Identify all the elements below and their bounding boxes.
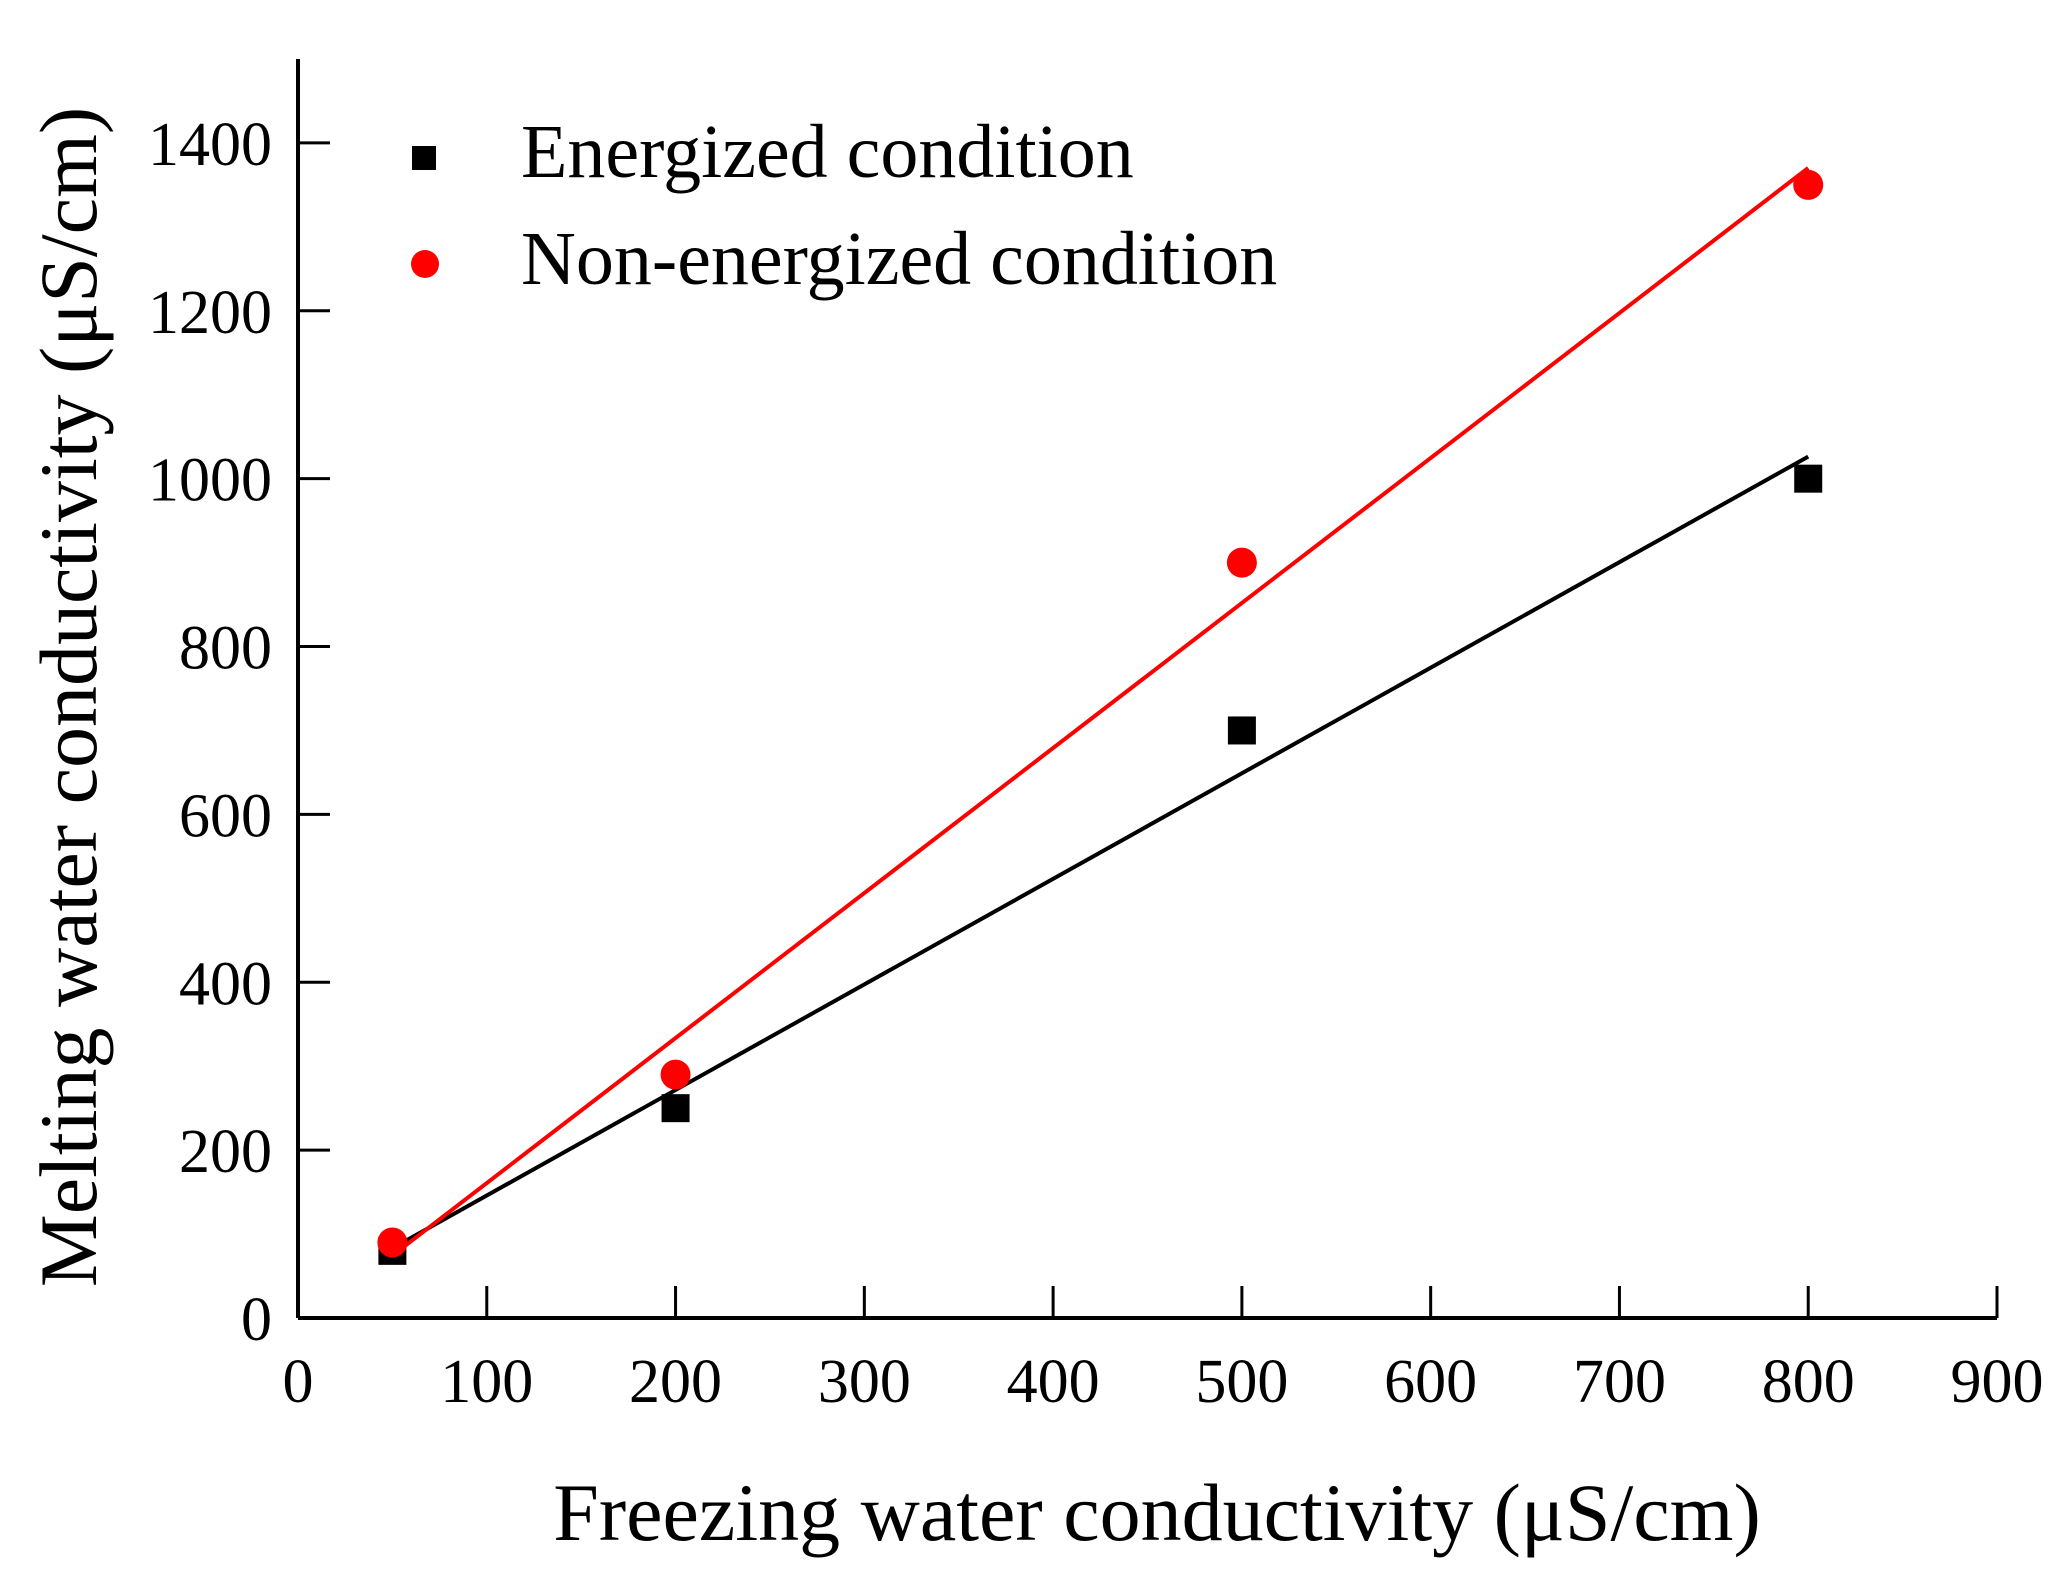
legend-marker-energized — [412, 146, 436, 170]
data-point-non-energized — [1793, 169, 1824, 200]
x-tick-label: 200 — [629, 1348, 722, 1416]
fit-lines — [391, 166, 1810, 1258]
fit-line-non-energized — [391, 166, 1810, 1258]
data-point-non-energized — [377, 1227, 408, 1258]
data-point-energized — [1794, 464, 1823, 493]
data-point-energized — [661, 1094, 690, 1123]
y-tick-label: 1000 — [148, 447, 272, 515]
data-point-non-energized — [660, 1059, 691, 1090]
x-tick-label: 900 — [1951, 1348, 2044, 1416]
x-tick-label: 500 — [1195, 1348, 1288, 1416]
x-tick-label: 300 — [818, 1348, 911, 1416]
data-points — [377, 169, 1824, 1265]
x-tick-label: 100 — [440, 1348, 533, 1416]
data-point-non-energized — [1226, 547, 1257, 578]
y-ticks: 0 200 400 600 800 1000 1200 1400 — [148, 111, 330, 1354]
y-tick-label: 1200 — [148, 279, 272, 347]
y-tick-label: 1400 — [148, 111, 272, 179]
legend-marker-non-energized — [411, 250, 439, 278]
x-tick-label: 800 — [1762, 1348, 1855, 1416]
y-tick-label: 200 — [179, 1118, 272, 1186]
x-tick-label: 600 — [1384, 1348, 1477, 1416]
axes — [296, 59, 1997, 1320]
y-tick-label: 800 — [179, 615, 272, 683]
x-ticks: 0 100 200 300 400 500 600 700 800 900 — [283, 1286, 2044, 1416]
x-tick-label: 400 — [1007, 1348, 1100, 1416]
y-tick-label: 0 — [241, 1286, 272, 1354]
fit-line-energized — [391, 454, 1810, 1251]
legend: Energized condition Non-energized condit… — [411, 110, 1277, 301]
legend-label-energized: Energized condition — [521, 110, 1134, 194]
x-tick-label: 700 — [1573, 1348, 1666, 1416]
x-tick-label: 0 — [283, 1348, 314, 1416]
x-axis-label: Freezing water conductivity (μS/cm) — [553, 1467, 1761, 1558]
y-tick-label: 600 — [179, 782, 272, 850]
legend-label-non-energized: Non-energized condition — [521, 217, 1277, 301]
y-axis-label: Melting water conductivity (μS/cm) — [23, 107, 114, 1287]
data-point-energized — [1227, 716, 1256, 745]
y-tick-label: 400 — [179, 950, 272, 1018]
